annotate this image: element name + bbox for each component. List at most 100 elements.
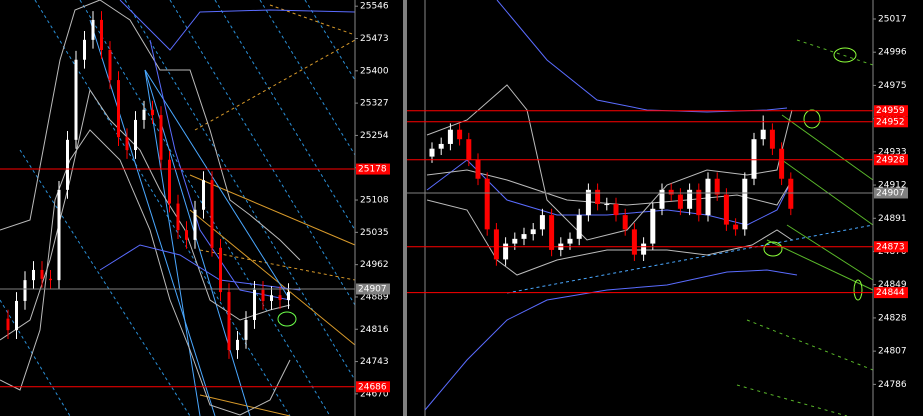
fan-lines <box>89 19 291 416</box>
price-level-tag <box>874 187 908 199</box>
candle-body <box>659 189 665 209</box>
candle-body <box>66 139 69 190</box>
y-tick-label: 25400 <box>360 66 389 76</box>
candle-body <box>117 80 120 138</box>
candle-body <box>604 204 610 206</box>
candle-body <box>503 243 509 260</box>
candle-body <box>287 292 290 301</box>
candle-body <box>57 189 61 281</box>
price-level-label: 24952 <box>876 117 905 127</box>
y-tick-label: 24670 <box>360 389 389 399</box>
price-level-tag <box>356 283 390 295</box>
candle-body <box>585 189 591 216</box>
candle-body <box>100 19 103 51</box>
y-tick-label: 24807 <box>878 347 907 357</box>
y-tick-label: 24996 <box>878 48 907 58</box>
price-level-label: 24873 <box>876 242 905 252</box>
candle-body <box>733 224 739 230</box>
trend-lines <box>189 174 356 416</box>
candle-body <box>493 229 499 260</box>
price-level-label: 24844 <box>876 288 905 298</box>
y-tick-label: 25017 <box>878 14 907 24</box>
candle-body <box>650 208 656 244</box>
candle-body <box>595 189 601 205</box>
candle-body <box>475 159 481 179</box>
candle-body <box>227 292 231 351</box>
candle-body <box>567 238 573 244</box>
candle-body <box>6 318 10 331</box>
candle-body <box>40 269 44 279</box>
y-tick-label: 25473 <box>360 34 389 44</box>
candle-body <box>278 295 282 301</box>
candle-body <box>15 300 18 331</box>
y-tick-label: 24912 <box>878 181 907 191</box>
candle-body <box>723 194 729 225</box>
candle-body <box>176 203 180 231</box>
candle-body <box>159 115 163 160</box>
y-tick-label: 24933 <box>878 147 907 157</box>
candle-body <box>219 247 222 293</box>
candle-body <box>134 119 137 151</box>
candle-body <box>151 109 154 116</box>
candle-body <box>429 148 435 157</box>
y-tick-label: 24975 <box>878 81 907 91</box>
candle-body <box>760 129 766 140</box>
candle-body <box>484 178 490 230</box>
candle-body <box>677 194 683 209</box>
highlight-circle <box>277 311 297 327</box>
y-tick-label: 25546 <box>360 2 389 12</box>
candle-body <box>49 278 52 281</box>
y-tick-label: 24786 <box>878 380 907 390</box>
candle-body <box>668 189 674 195</box>
candle-body <box>631 229 637 255</box>
candle-body <box>261 289 265 301</box>
y-tick-label: 25327 <box>360 99 389 109</box>
panel-separator <box>403 0 407 416</box>
candle-body <box>549 215 555 250</box>
highlight-circles <box>763 47 863 301</box>
candle-body <box>125 137 129 151</box>
candle-body <box>270 295 273 301</box>
candle-body <box>613 204 619 216</box>
candle-body <box>253 289 256 320</box>
candle-body <box>641 243 647 255</box>
candle-body <box>788 178 794 209</box>
left-chart-panel: 2554625473254002532725254251812510825035… <box>0 0 390 416</box>
price-level-label: 25178 <box>358 165 387 175</box>
green-lines <box>736 39 874 416</box>
bands <box>0 0 301 416</box>
price-level-label: 24686 <box>358 382 387 392</box>
candle-body <box>74 59 78 140</box>
candle-body <box>244 319 248 340</box>
candle-body <box>779 148 785 179</box>
price-level-tag <box>874 241 908 253</box>
moving-average <box>99 0 356 301</box>
candle-body <box>193 209 197 240</box>
fib-lines <box>194 4 356 281</box>
candle-body <box>83 39 86 60</box>
candle-body <box>108 50 112 81</box>
price-level-tag <box>874 154 908 166</box>
y-tick-label: 24849 <box>878 280 907 290</box>
price-level-label: 24907 <box>358 284 387 294</box>
candle-body <box>457 129 463 140</box>
candle-body <box>539 215 545 230</box>
price-level-label: 24928 <box>876 155 905 165</box>
candle-body <box>622 215 628 230</box>
y-tick-label: 24889 <box>360 292 389 302</box>
candle-body <box>521 234 527 239</box>
price-level-tag <box>874 116 908 128</box>
candle-body <box>742 178 748 230</box>
y-tick-label: 24891 <box>878 214 907 224</box>
y-tick-label: 24962 <box>360 260 389 270</box>
price-level-tag <box>874 287 908 299</box>
y-tick-label: 24828 <box>878 313 907 323</box>
candle-body <box>32 269 35 281</box>
candle-body <box>447 129 453 144</box>
candle-body <box>168 159 171 204</box>
trend-dashed <box>506 224 874 294</box>
decorations <box>0 0 356 416</box>
candle-body <box>576 215 582 239</box>
price-level-tag <box>356 163 390 175</box>
candle-body <box>236 339 239 351</box>
